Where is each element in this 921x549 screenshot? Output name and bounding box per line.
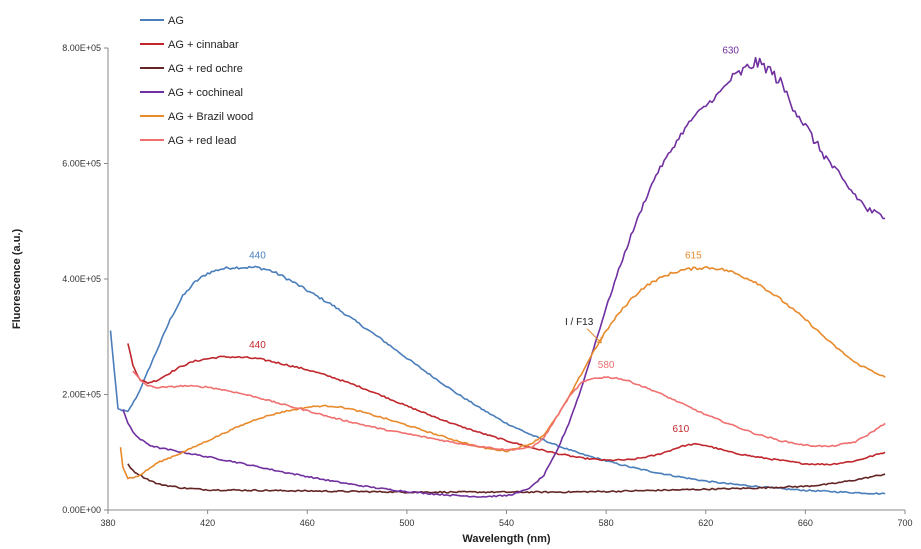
- series-line-5: [132, 370, 886, 452]
- peak-label: 440: [249, 340, 266, 351]
- series-line-1: [127, 343, 886, 466]
- legend-label-4: AG + Brazil wood: [168, 111, 253, 123]
- y-tick-label: 2.00E+05: [62, 390, 101, 400]
- x-tick-label: 620: [698, 518, 713, 528]
- series-line-2: [127, 463, 886, 494]
- annotation-arrow: [586, 328, 602, 344]
- peak-label: 440: [249, 250, 266, 261]
- legend-label-5: AG + red lead: [168, 135, 236, 147]
- y-tick-label: 6.00E+05: [62, 159, 101, 169]
- annotation-arrowhead: [596, 336, 602, 344]
- peak-label: 615: [685, 250, 702, 261]
- y-tick-label: 0.00E+00: [62, 505, 101, 515]
- peak-label: 630: [722, 45, 739, 56]
- x-tick-label: 460: [300, 518, 315, 528]
- y-tick-label: 8.00E+05: [62, 43, 101, 53]
- series-line-3: [122, 56, 886, 498]
- y-tick-label: 4.00E+05: [62, 274, 101, 284]
- axes: 380 420 460 500 540 580 620 660 700 0.00E+00 2.00E…: [11, 43, 913, 545]
- x-tick-label: 700: [897, 518, 912, 528]
- x-tick-label: 500: [399, 518, 414, 528]
- x-tick-label: 540: [499, 518, 514, 528]
- y-axis-title: Fluorescence (a.u.): [11, 229, 23, 330]
- x-tick-label: 580: [599, 518, 614, 528]
- legend: AG AG + cinnabar AG + red ochre AG + cochin…: [140, 15, 253, 147]
- series-layer: [109, 56, 886, 498]
- series-line-4: [119, 265, 886, 480]
- x-tick-label: 380: [100, 518, 115, 528]
- peak-label: 580: [598, 360, 615, 371]
- series-line-0: [109, 265, 886, 496]
- legend-label-3: AG + cochineal: [168, 87, 243, 99]
- annotation-label: I / F13: [565, 317, 594, 328]
- x-tick-label: 420: [200, 518, 215, 528]
- x-axis-title: Wavelength (nm): [462, 533, 551, 545]
- x-tick-label: 660: [798, 518, 813, 528]
- annotation-layer: 440 440 630 615 580 610 I / F13: [249, 45, 739, 435]
- legend-label-0: AG: [168, 15, 184, 27]
- legend-label-1: AG + cinnabar: [168, 39, 239, 51]
- legend-label-2: AG + red ochre: [168, 63, 243, 75]
- peak-label: 610: [673, 424, 690, 435]
